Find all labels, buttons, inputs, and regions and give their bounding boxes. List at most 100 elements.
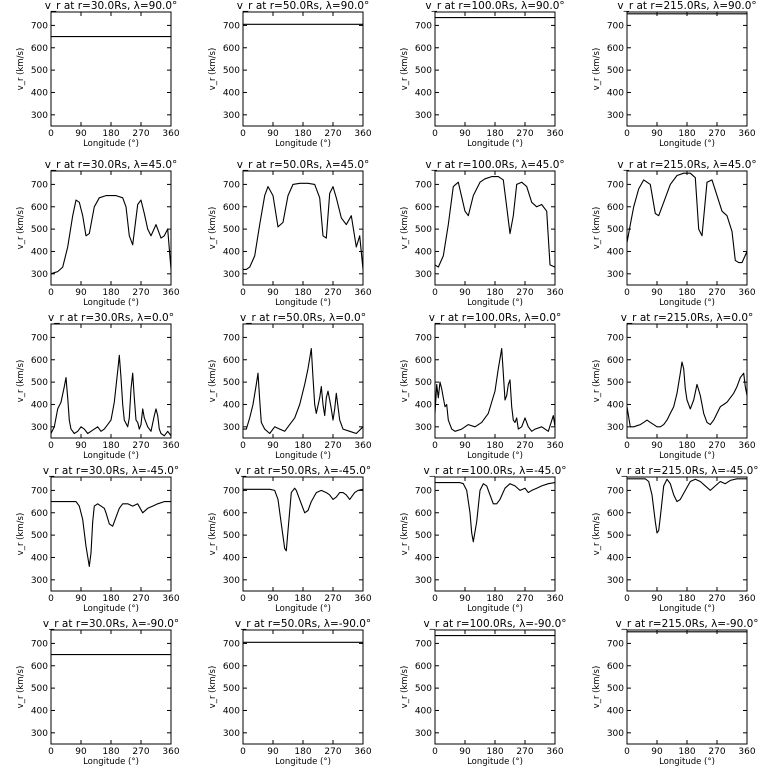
- y-tick-label: 600: [607, 509, 624, 519]
- y-tick-label: 600: [223, 44, 240, 54]
- x-tick-label: 360: [354, 441, 371, 451]
- subplot-title: v_r at r=100.0Rs, λ=90.0°: [425, 0, 564, 12]
- series-line: [626, 172, 748, 264]
- series-line: [50, 354, 172, 437]
- x-tick-label: 90: [651, 594, 663, 604]
- y-tick-label: 300: [223, 270, 240, 280]
- x-tick-label: 180: [102, 594, 119, 604]
- subplot-title: v_r at r=30.0Rs, λ=90.0°: [45, 0, 178, 12]
- y-tick-label: 300: [223, 111, 240, 121]
- x-tick-label: 270: [708, 441, 725, 451]
- x-tick-label: 0: [432, 441, 438, 451]
- y-tick-label: 600: [223, 509, 240, 519]
- x-tick-label: 90: [459, 747, 471, 757]
- x-tick-label: 360: [546, 441, 563, 451]
- x-tick-label: 270: [324, 594, 341, 604]
- x-axis-label: Longitude (°): [83, 757, 139, 767]
- subplot-2-2: v_r at r=50.0Rs, λ=45.0° 0 90 180 270 360 300 4…: [208, 159, 372, 308]
- x-tick-label: 180: [486, 288, 503, 298]
- x-tick-label: 0: [624, 129, 630, 139]
- y-tick-label: 500: [607, 378, 624, 388]
- x-axis-label: Longitude (°): [467, 298, 523, 308]
- y-axis-label: v_r (km/s): [592, 207, 602, 250]
- x-tick-label: 270: [708, 747, 725, 757]
- series-line: [626, 361, 748, 428]
- x-tick-label: 360: [546, 129, 563, 139]
- subplot-title: v_r at r=50.0Rs, λ=90.0°: [237, 0, 370, 12]
- y-axis-label: v_r (km/s): [16, 207, 26, 250]
- subplot-title: v_r at r=100.0Rs, λ=-45.0°: [423, 465, 566, 477]
- subplot-1-4: v_r at r=215.0Rs, λ=90.0° 0 90 180 270 360 300…: [592, 0, 757, 149]
- y-tick-label: 500: [607, 225, 624, 235]
- y-tick-label: 400: [223, 706, 240, 716]
- subplot-2-1: v_r at r=30.0Rs, λ=45.0° 0 90 180 270 360 300 4…: [16, 159, 180, 308]
- series-line: [50, 195, 172, 275]
- y-tick-label: 300: [415, 729, 432, 739]
- series-line: [243, 348, 364, 435]
- y-tick-label: 600: [223, 356, 240, 366]
- x-tick-label: 90: [267, 129, 279, 139]
- y-tick-label: 600: [223, 662, 240, 672]
- subplot-5-1: v_r at r=30.0Rs, λ=-90.0° 0 90 180 270 360 300…: [16, 618, 180, 767]
- x-tick-label: 0: [624, 594, 630, 604]
- x-tick-label: 90: [75, 288, 87, 298]
- x-axis-label: Longitude (°): [659, 451, 715, 461]
- x-axis-label: Longitude (°): [659, 604, 715, 614]
- subplot-title: v_r at r=215.0Rs, λ=-90.0°: [615, 618, 758, 630]
- subplot-title: v_r at r=30.0Rs, λ=0.0°: [48, 312, 174, 324]
- plot-frame: [626, 476, 748, 592]
- y-tick-label: 300: [607, 423, 624, 433]
- x-tick-label: 90: [459, 129, 471, 139]
- y-tick-label: 600: [31, 356, 48, 366]
- x-axis-label: Longitude (°): [659, 757, 715, 767]
- x-tick-label: 270: [132, 747, 149, 757]
- x-tick-label: 0: [624, 441, 630, 451]
- subplot-title: v_r at r=50.0Rs, λ=45.0°: [237, 159, 370, 171]
- y-tick-label: 300: [415, 270, 432, 280]
- y-tick-label: 700: [415, 639, 432, 649]
- x-tick-label: 270: [516, 288, 533, 298]
- x-tick-label: 90: [75, 441, 87, 451]
- series-line: [435, 482, 556, 543]
- y-tick-label: 300: [31, 423, 48, 433]
- x-tick-label: 180: [486, 747, 503, 757]
- x-tick-label: 0: [48, 594, 54, 604]
- subplot-4-1: v_r at r=30.0Rs, λ=-45.0° 0 90 180 270 360 300…: [16, 465, 180, 614]
- x-axis-label: Longitude (°): [467, 757, 523, 767]
- x-tick-label: 0: [240, 747, 246, 757]
- y-axis-label: v_r (km/s): [400, 48, 410, 91]
- x-axis-label: Longitude (°): [275, 757, 331, 767]
- y-tick-label: 700: [415, 486, 432, 496]
- x-tick-label: 270: [708, 288, 725, 298]
- y-tick-label: 400: [223, 247, 240, 257]
- plot-frame: [50, 11, 172, 127]
- plot-frame: [434, 323, 556, 439]
- subplot-5-3: v_r at r=100.0Rs, λ=-90.0° 0 90 180 270 360 30…: [400, 618, 567, 767]
- x-tick-label: 360: [162, 288, 179, 298]
- x-tick-label: 90: [651, 288, 663, 298]
- plot-frame: [626, 170, 748, 286]
- y-tick-label: 400: [31, 706, 48, 716]
- y-tick-label: 300: [607, 729, 624, 739]
- x-tick-label: 360: [354, 129, 371, 139]
- x-tick-label: 360: [546, 288, 563, 298]
- subplot-title: v_r at r=100.0Rs, λ=-90.0°: [423, 618, 566, 630]
- plot-frame: [50, 476, 172, 592]
- y-tick-label: 700: [607, 486, 624, 496]
- plot-frame: [626, 11, 748, 127]
- y-tick-label: 600: [607, 662, 624, 672]
- subplot-title: v_r at r=100.0Rs, λ=0.0°: [429, 312, 562, 324]
- y-tick-label: 700: [31, 639, 48, 649]
- x-tick-label: 180: [294, 129, 311, 139]
- y-tick-label: 700: [415, 21, 432, 31]
- y-tick-label: 400: [415, 400, 432, 410]
- y-tick-label: 400: [415, 553, 432, 563]
- x-tick-label: 360: [738, 594, 755, 604]
- x-tick-label: 90: [267, 288, 279, 298]
- y-tick-label: 700: [223, 639, 240, 649]
- y-tick-label: 500: [223, 684, 240, 694]
- x-tick-label: 90: [75, 747, 87, 757]
- y-tick-label: 400: [607, 88, 624, 98]
- subplot-2-3: v_r at r=100.0Rs, λ=45.0° 0 90 180 270 360 300…: [400, 159, 565, 308]
